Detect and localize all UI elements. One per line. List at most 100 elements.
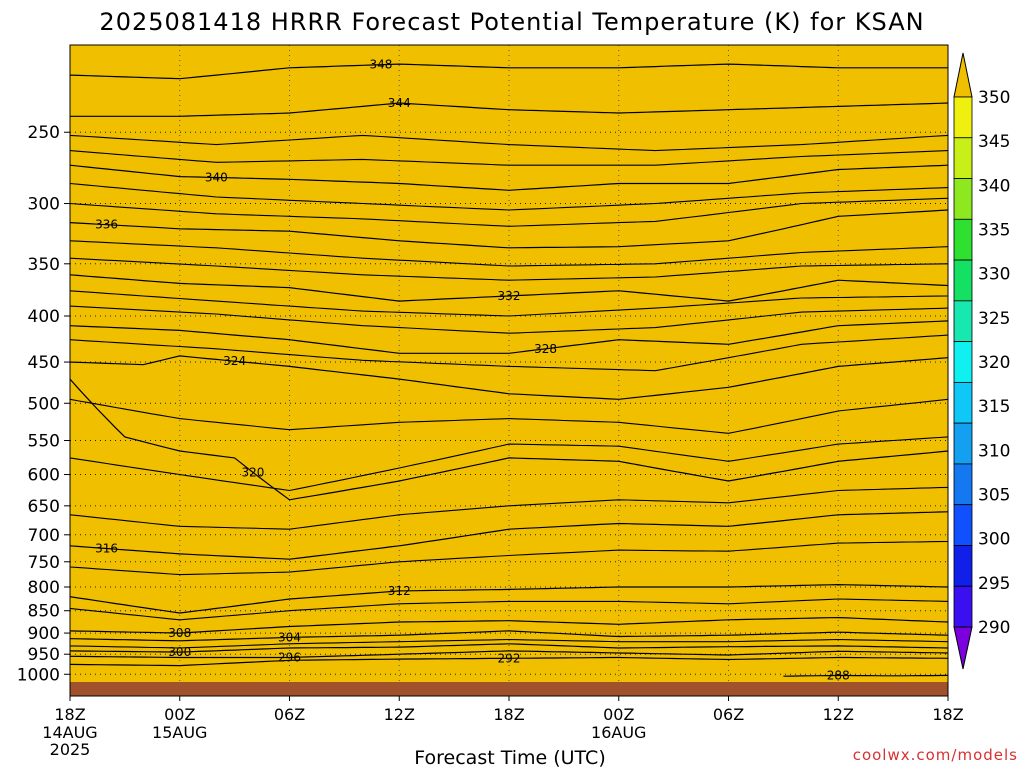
contour-label-text: 312 [388, 584, 411, 598]
y-tick-label: 950 [28, 645, 60, 665]
x-tick-label: 18Z [493, 705, 524, 724]
contour-316 [69, 511, 949, 560]
contour-line [69, 305, 949, 334]
contour-label-text: 336 [95, 218, 118, 232]
x-tick-label: 12Z [384, 705, 415, 724]
colorbar-swatch [953, 178, 973, 220]
contour-label-text: 320 [241, 465, 264, 479]
colorbar-label: 295 [978, 574, 1010, 594]
contour-label-text: 328 [534, 342, 557, 356]
contour-328 [69, 320, 949, 354]
contour-label-text: 296 [278, 650, 301, 664]
x-tick-label: 06Z [713, 705, 744, 724]
x-tick-sublabel: 2025 [50, 740, 91, 759]
x-tick-label: 00Z [603, 705, 634, 724]
y-axis: 2503003504004505005506006507007508008509… [17, 123, 70, 685]
contour-line [69, 257, 949, 281]
contour-label-text: 340 [205, 170, 228, 184]
y-tick-label: 250 [28, 123, 60, 143]
contour-label-300: 300 [168, 645, 191, 659]
chart-title: 2025081418 HRRR Forecast Potential Tempe… [99, 8, 924, 36]
contour-304 [69, 630, 949, 642]
contour-label-text: 316 [95, 542, 118, 556]
contour-label-324: 324 [223, 354, 246, 368]
colorbar-label: 350 [978, 88, 1010, 108]
contour-label-text: 308 [168, 626, 191, 640]
contour-label-344: 344 [388, 96, 411, 110]
x-tick-sublabel: 16AUG [591, 723, 646, 742]
contour-label-text: 348 [370, 58, 393, 72]
contour-label-text: 344 [388, 96, 411, 110]
contour-300 [69, 643, 949, 653]
colorbar-swatch [953, 545, 973, 587]
contour-324 [69, 355, 949, 400]
colorbar-swatch [953, 422, 973, 465]
y-tick-label: 450 [28, 353, 60, 373]
contour-348 [69, 63, 948, 80]
contour-line [69, 134, 949, 152]
x-tick-label: 12Z [823, 705, 854, 724]
contour-344 [70, 102, 949, 117]
contour-line [69, 598, 949, 621]
colorbar-label: 345 [978, 132, 1010, 152]
contour-line [69, 398, 949, 434]
contour-336 [69, 209, 949, 249]
contour-label-288: 288 [827, 668, 850, 682]
colorbar-label: 315 [978, 397, 1010, 417]
y-tick-label: 750 [28, 553, 60, 573]
ground-strip [70, 682, 948, 696]
colorbar-label: 340 [978, 176, 1010, 196]
colorbar-swatch [953, 341, 973, 383]
contour-label-296: 296 [278, 650, 301, 664]
contour-label-348: 348 [370, 58, 393, 72]
contour-308 [69, 616, 949, 634]
colorbar-swatch [953, 137, 973, 179]
contour-line [69, 150, 949, 166]
colorbar-swatch [953, 96, 973, 139]
contour-label-308: 308 [168, 626, 191, 640]
y-tick-label: 600 [28, 466, 60, 486]
colorbar-swatch [953, 463, 973, 506]
contour-line [69, 197, 949, 227]
colorbar-label: 335 [978, 221, 1010, 241]
x-tick-sublabel: 15AUG [152, 723, 207, 742]
contour-label-328: 328 [534, 342, 557, 356]
y-tick-label: 900 [28, 624, 60, 644]
contour-line [69, 290, 949, 317]
colorbar-swatch [953, 381, 973, 424]
contour-label-text: 300 [168, 645, 191, 659]
y-tick-label: 500 [28, 394, 60, 414]
y-tick-label: 350 [28, 255, 60, 275]
contour-label-text: 324 [223, 354, 246, 368]
contour-line [69, 540, 949, 576]
colorbar-swatch [953, 504, 973, 546]
x-tick-label: 06Z [274, 705, 305, 724]
contour-line [69, 334, 949, 372]
contour-label-332: 332 [498, 289, 521, 303]
colorbar-label: 310 [978, 441, 1010, 461]
contour-line [69, 240, 949, 267]
x-axis-label: Forecast Time (UTC) [414, 747, 605, 768]
contour-label-text: 292 [498, 651, 521, 665]
plot-area: 288 292 296 300 304 308 312 316 320 324 328 332 336 3… [69, 44, 949, 697]
contour-288 [783, 674, 949, 677]
y-tick-label: 850 [28, 602, 60, 622]
contour-312 [69, 583, 949, 614]
y-tick-label: 300 [28, 195, 60, 215]
colorbar-label: 325 [978, 309, 1010, 329]
contour-line [69, 486, 949, 530]
contour-line [69, 436, 949, 492]
contour-320 [69, 378, 949, 501]
credit-text: coolwx.com/models [853, 746, 1018, 764]
y-tick-label: 400 [28, 307, 60, 327]
y-tick-label: 700 [28, 526, 60, 546]
contour-label-320: 320 [241, 465, 264, 479]
colorbar-bottom-arrow [953, 626, 973, 670]
contour-292 [69, 656, 949, 667]
colorbar-label: 330 [978, 265, 1010, 285]
colorbar-label: 305 [978, 486, 1010, 506]
contour-label-292: 292 [498, 651, 521, 665]
x-tick-label: 18Z [932, 705, 963, 724]
